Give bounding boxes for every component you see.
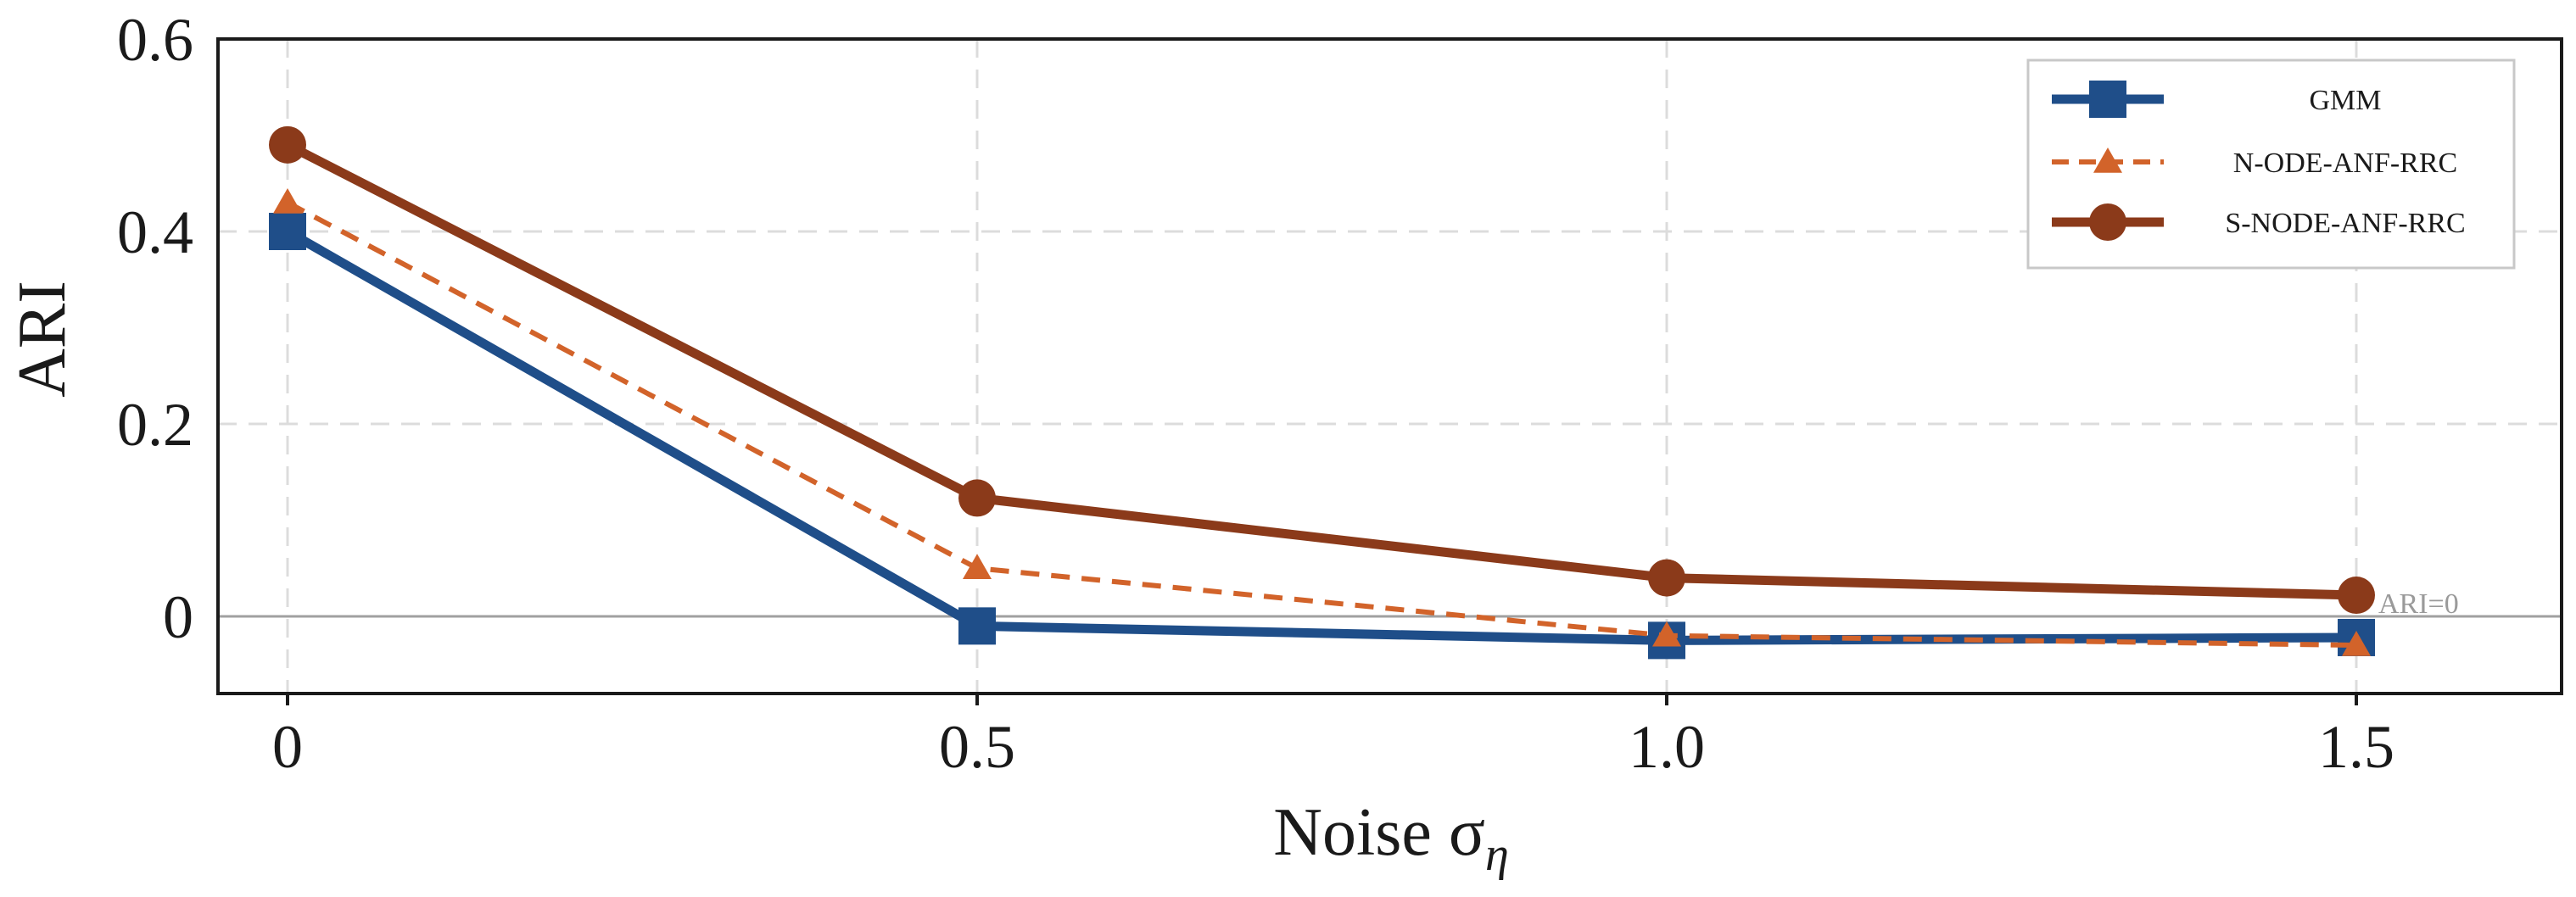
y-tick-label: 0: [163, 583, 193, 651]
legend-marker-n-ode-anf-rrc: [2093, 148, 2122, 173]
x-tick-label: 1.5: [2318, 713, 2394, 781]
x-axis-label: Noise ση: [1273, 795, 1509, 881]
series-s-node-anf-rrc: [269, 125, 2375, 615]
x-tick-label: 1.0: [1629, 713, 1705, 781]
legend: GMM N-ODE-ANF-RRC S-NODE-ANF-RRC: [2026, 58, 2516, 270]
square-marker-gmm-0: [269, 213, 306, 250]
y-tick-label: 0.6: [117, 6, 193, 74]
y-axis-ticks: 0 0.2 0.4 0.6: [117, 6, 193, 651]
series-line-s-node-anf-rrc: [285, 140, 2357, 600]
series-layer: [269, 125, 2375, 660]
square-marker-gmm-1: [958, 607, 996, 645]
reference-line-label: ARI=0: [2378, 588, 2459, 620]
plot-frame: [216, 37, 2563, 695]
x-axis-label-main: Noise σ: [1273, 795, 1485, 870]
legend-marker-gmm: [2089, 81, 2126, 118]
circle-marker-s-node-anf-rrc-2: [1648, 559, 1685, 597]
series-line-gmm: [285, 227, 2357, 645]
x-tick-label: 0: [272, 713, 303, 781]
legend-marker-s-node-anf-rrc: [2089, 203, 2126, 241]
legend-label-n-ode-anf-rrc: N-ODE-ANF-RRC: [2233, 148, 2457, 179]
x-axis-ticks: 0 0.5 1.0 1.5: [272, 694, 2394, 781]
series-line-n-ode-anf-rrc: [286, 200, 2357, 649]
series-n-ode-anf-rrc: [273, 187, 2371, 656]
legend-label-s-node-anf-rrc: S-NODE-ANF-RRC: [2225, 208, 2465, 239]
triangle-marker-n-ode-anf-rrc-2: [1652, 621, 1681, 647]
y-tick-label: 0.4: [117, 198, 193, 266]
circle-marker-s-node-anf-rrc-0: [269, 125, 306, 164]
triangle-marker-n-ode-anf-rrc-0: [273, 187, 302, 214]
y-tick-label: 0.2: [117, 391, 193, 459]
circle-marker-s-node-anf-rrc-3: [2338, 577, 2375, 615]
circle-marker-s-node-anf-rrc-1: [958, 479, 996, 517]
x-tick-label: 0.5: [939, 713, 1015, 781]
triangle-marker-n-ode-anf-rrc-3: [2342, 631, 2371, 656]
x-axis-label-subscript: η: [1485, 828, 1509, 881]
triangle-marker-n-ode-anf-rrc-1: [963, 554, 992, 579]
y-axis-label: ARI: [5, 281, 80, 398]
legend-label-gmm: GMM: [2309, 85, 2381, 116]
